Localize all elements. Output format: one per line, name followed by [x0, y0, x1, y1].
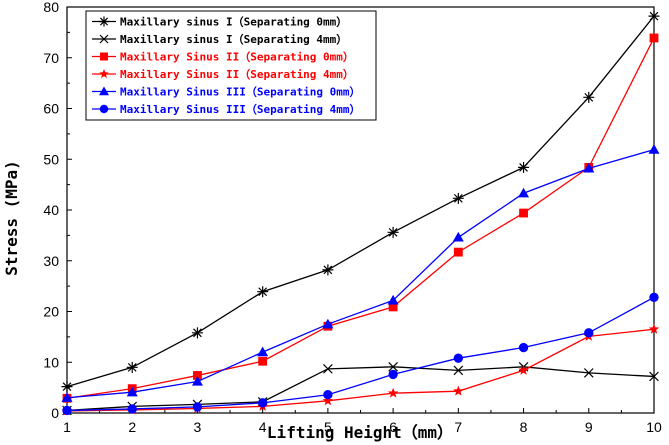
series-6 — [62, 292, 659, 416]
y-tick-label: 30 — [43, 253, 59, 269]
y-tick-label: 70 — [43, 50, 59, 66]
x-marker — [583, 368, 594, 378]
x-tick-label: 10 — [646, 419, 662, 435]
triangle-marker — [61, 392, 73, 402]
circle-marker — [584, 328, 594, 338]
series-line — [66, 37, 655, 399]
series-line — [66, 366, 655, 412]
circle-marker — [453, 353, 464, 363]
asterisk-marker — [322, 264, 334, 276]
triangle-marker — [452, 231, 464, 242]
y-axis-title: Stress (MPa) — [2, 160, 21, 276]
x-axis-title: Lifting Height（mm） — [267, 423, 453, 442]
square-marker — [519, 208, 528, 218]
legend-box — [85, 10, 377, 121]
circle-marker — [323, 390, 333, 400]
x-marker — [388, 361, 398, 372]
asterisk-marker — [257, 286, 269, 298]
legend-label: Maxillary sinus I（Separating 4mm） — [120, 33, 347, 46]
legend-entry: Maxillary Sinus II（Separating 0mm） — [92, 51, 354, 64]
triangle-marker — [99, 86, 109, 96]
circle-marker — [99, 104, 109, 114]
triangle-marker — [518, 187, 530, 198]
asterisk-marker — [452, 192, 464, 204]
star-marker — [648, 323, 660, 334]
x-tick-label: 1 — [63, 419, 71, 435]
x-marker — [323, 364, 333, 374]
legend-label: Maxillary sinus I（Separating 0mm） — [120, 16, 347, 29]
star-marker — [99, 69, 109, 79]
legend-entry: Maxillary sinus I（Separating 0mm） — [92, 16, 347, 29]
circle-marker — [388, 369, 398, 380]
series-5 — [61, 144, 660, 402]
y-tick-label: 0 — [51, 405, 59, 421]
x-tick-label: 4 — [259, 419, 267, 435]
legend: Maxillary sinus I（Separating 0mm） Maxilla… — [85, 10, 377, 121]
legend-entry: Maxillary Sinus II（Separating 4mm） — [92, 68, 354, 81]
y-tick-label: 80 — [43, 0, 59, 15]
x-marker — [99, 34, 109, 44]
x-tick-label: 9 — [585, 419, 593, 435]
triangle-marker — [257, 346, 269, 357]
star-marker — [518, 364, 529, 375]
star-marker — [387, 387, 399, 398]
series-line — [66, 148, 655, 399]
square-marker — [388, 302, 398, 312]
triangle-marker — [191, 376, 203, 386]
series-line — [66, 328, 655, 412]
circle-marker — [257, 398, 268, 408]
y-tick-label: 40 — [43, 202, 59, 218]
triangle-marker — [126, 386, 138, 397]
legend-entry: Maxillary Sinus III（Separating 4mm） — [92, 103, 361, 116]
square-marker — [100, 52, 108, 61]
series-1 — [61, 10, 660, 393]
legend-entry: Maxillary sinus I（Separating 4mm） — [92, 33, 347, 46]
square-marker — [649, 33, 659, 43]
legend-label: Maxillary Sinus III（Separating 4mm） — [120, 103, 361, 116]
y-tick-label: 50 — [43, 151, 59, 167]
x-tick-label: 6 — [389, 419, 397, 435]
x-tick-label: 7 — [454, 419, 462, 435]
square-marker — [453, 247, 463, 257]
series-line — [66, 15, 655, 388]
legend-label: Maxillary Sinus III（Separating 0mm） — [120, 86, 361, 99]
circle-marker — [518, 342, 529, 353]
circle-marker — [649, 292, 659, 302]
triangle-marker — [322, 318, 334, 329]
asterisk-marker — [518, 161, 530, 173]
asterisk-marker — [648, 10, 660, 22]
asterisk-marker — [61, 381, 73, 393]
y-tick-label: 10 — [43, 354, 59, 370]
series-group — [61, 10, 660, 416]
asterisk-marker — [99, 16, 109, 27]
circle-marker — [62, 405, 72, 416]
circle-marker — [192, 402, 203, 412]
legend-label: Maxillary Sinus II（Separating 4mm） — [120, 68, 354, 81]
y-tick-label: 60 — [43, 101, 59, 117]
x-marker — [453, 365, 464, 376]
asterisk-marker — [191, 327, 203, 339]
circle-marker — [127, 404, 137, 414]
series-line — [66, 296, 655, 412]
x-tick-label: 2 — [128, 419, 136, 435]
star-marker — [453, 385, 464, 396]
x-marker — [649, 371, 659, 382]
legend-entry: Maxillary Sinus III（Separating 0mm） — [92, 86, 361, 99]
asterisk-marker — [126, 361, 138, 373]
x-tick-label: 3 — [194, 419, 202, 435]
triangle-marker — [648, 144, 660, 154]
x-tick-label: 5 — [324, 419, 332, 435]
triangle-marker — [387, 294, 399, 305]
asterisk-marker — [387, 226, 399, 238]
star-marker — [322, 395, 334, 406]
square-marker — [193, 371, 202, 380]
legend-label: Maxillary Sinus II（Separating 0mm） — [120, 51, 354, 64]
triangle-marker — [583, 162, 595, 173]
axes: 1 2 3 4 5 6 7 8 9 10 0 10 20 30 40 50 60 70 80 — [43, 0, 662, 435]
asterisk-marker — [583, 91, 595, 103]
x-tick-label: 8 — [520, 419, 528, 435]
y-tick-label: 20 — [43, 304, 59, 320]
square-marker — [258, 356, 268, 366]
